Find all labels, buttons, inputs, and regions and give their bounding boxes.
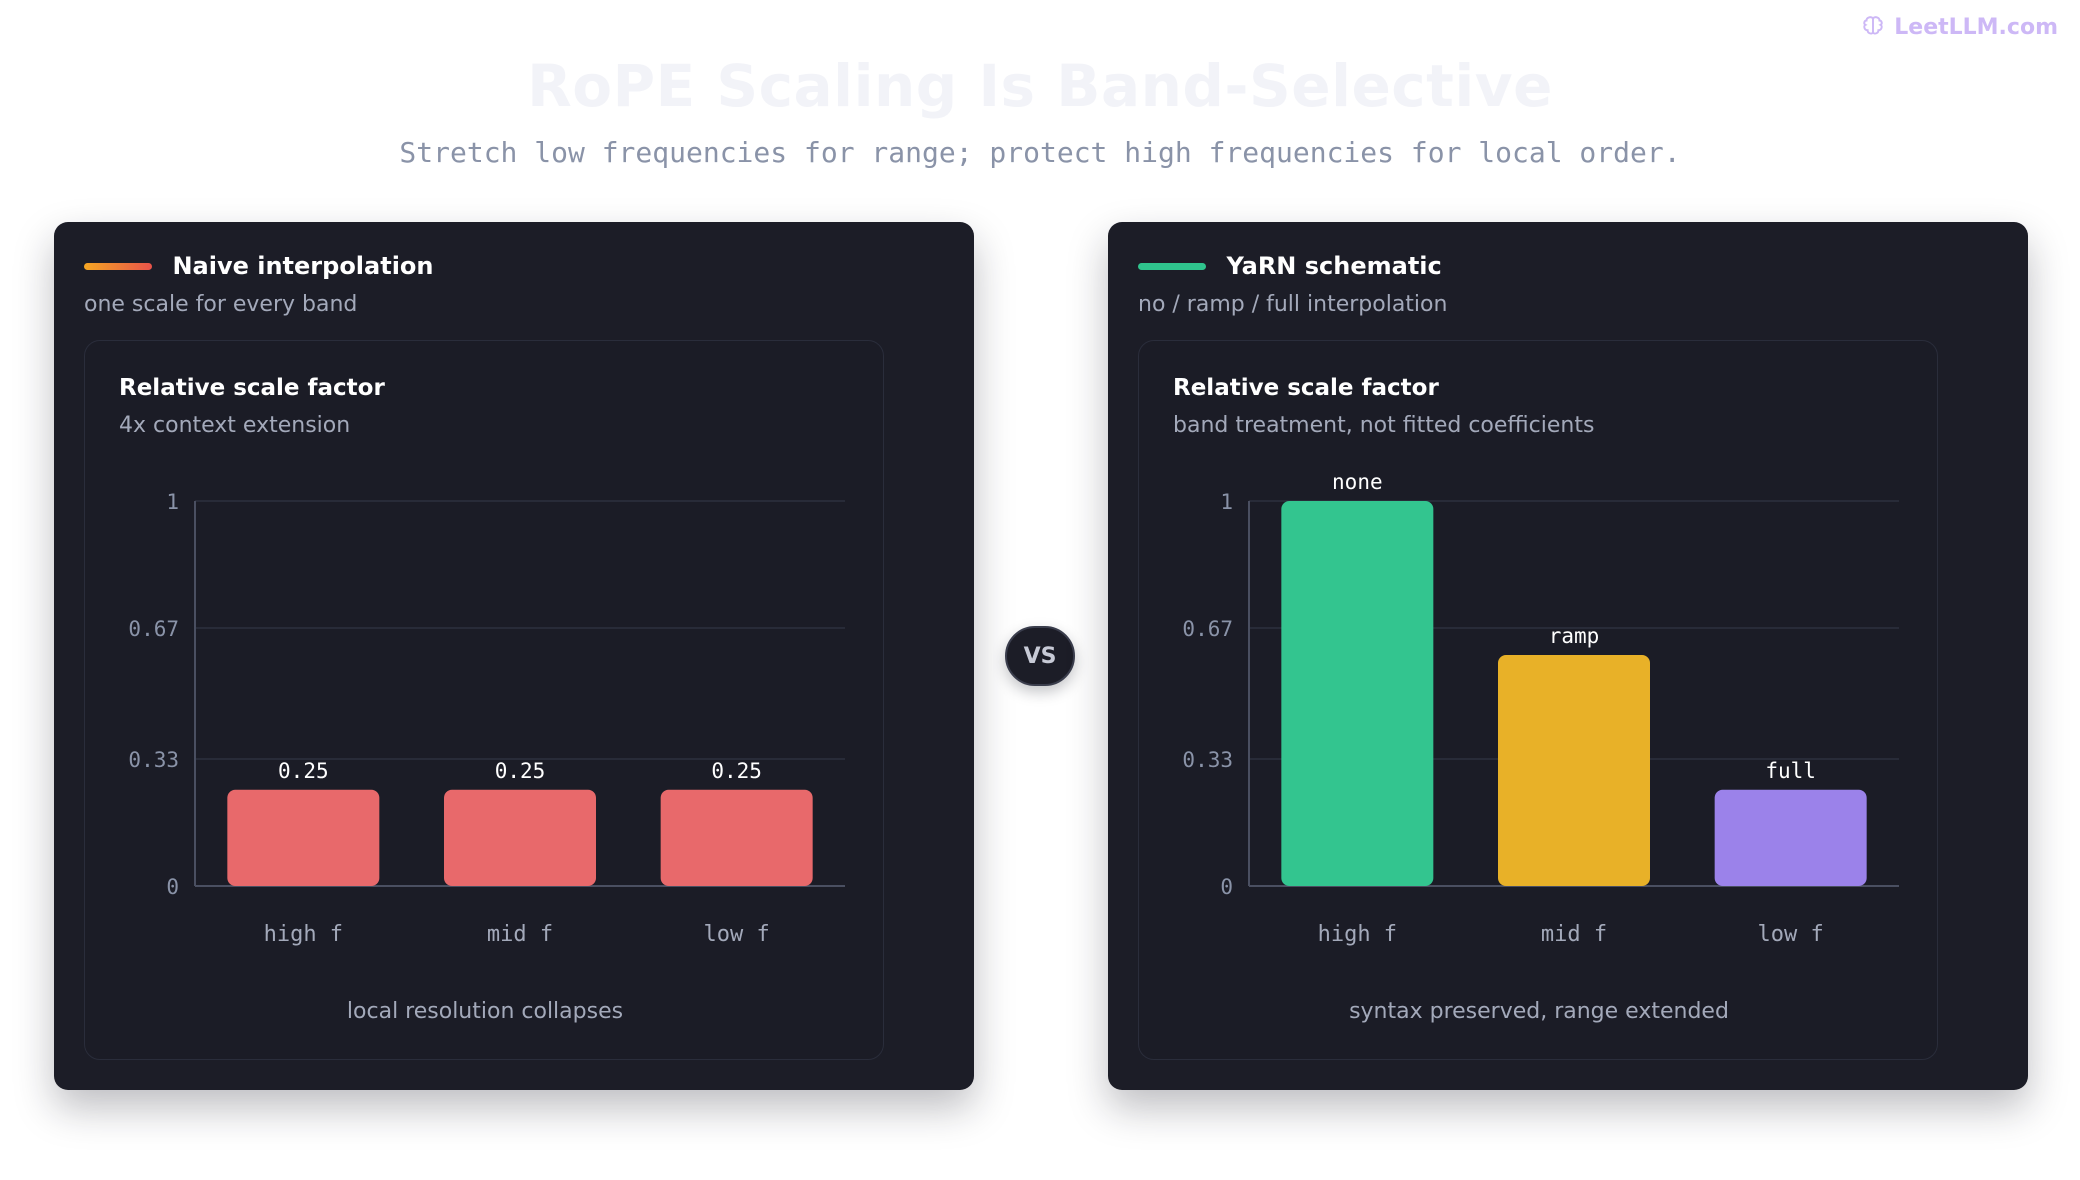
- panel-subtitle: one scale for every band: [84, 292, 358, 317]
- chart-caption: syntax preserved, range extended: [1349, 999, 1729, 1024]
- y-tick-label: 0.67: [1182, 617, 1233, 641]
- x-tick-label: high f: [1318, 922, 1397, 947]
- accent-bar: [1138, 263, 1206, 271]
- accent-bar: [84, 263, 152, 271]
- brain-icon: [1863, 16, 1883, 35]
- data-label: full: [1765, 759, 1816, 783]
- panel-title: Naive interpolation: [172, 252, 434, 280]
- chart-subtitle: 4x context extension: [119, 413, 351, 438]
- panel-header: YaRN schematic no / ramp / full interpol…: [1138, 252, 1447, 317]
- yarn-bar-chart: 0 0.33 0.67 1 none high f ramp mid f full low f: [1182, 470, 1899, 947]
- vs-badge: VS: [1005, 626, 1075, 686]
- bar: [660, 789, 813, 886]
- data-label: 0.25: [278, 759, 329, 783]
- page-title: RoPE Scaling Is Band-Selective: [527, 52, 1553, 120]
- y-tick-label: 0.33: [128, 748, 179, 772]
- bar: [444, 789, 596, 886]
- data-label: none: [1332, 470, 1383, 494]
- brand-logo[interactable]: LeetLLM.com: [1860, 14, 2058, 40]
- bar: [1281, 501, 1434, 886]
- y-tick-label: 0: [1220, 875, 1233, 899]
- x-tick-label: mid f: [1541, 922, 1607, 947]
- panel-title: YaRN schematic: [1226, 252, 1442, 280]
- chart-title: Relative scale factor: [1173, 375, 1439, 401]
- chart-caption: local resolution collapses: [346, 999, 624, 1024]
- panel-subtitle: no / ramp / full interpolation: [1138, 292, 1448, 317]
- y-tick-label: 1: [166, 490, 179, 514]
- x-tick-label: low f: [1758, 922, 1824, 947]
- bar: [1714, 789, 1867, 886]
- y-tick-label: 1: [1220, 490, 1233, 514]
- x-tick-label: high f: [264, 922, 343, 947]
- chart-title: Relative scale factor: [119, 375, 385, 401]
- brand-name: LeetLLM.com: [1894, 14, 2058, 40]
- y-tick-label: 0: [166, 875, 179, 899]
- chart-subtitle: band treatment, not fitted coefficients: [1173, 413, 1595, 438]
- panel-header: Naive interpolation one scale for every …: [84, 252, 434, 317]
- naive-interpolation-panel: Naive interpolation one scale for every …: [54, 222, 974, 1090]
- naive-bar-chart: 0 0.33 0.67 1 0.25 high f 0.25 mid f 0.25 low f: [128, 490, 845, 947]
- y-tick-label: 0.67: [128, 617, 179, 641]
- bar: [227, 789, 380, 886]
- data-label: ramp: [1549, 624, 1600, 648]
- chart-card: Relative scale factor band treatment, no…: [1138, 340, 1938, 1060]
- chart-card: Relative scale factor 4x context extensi…: [84, 340, 884, 1060]
- data-label: 0.25: [711, 759, 762, 783]
- x-tick-label: low f: [704, 922, 770, 947]
- y-tick-label: 0.33: [1182, 748, 1233, 772]
- bar: [1498, 655, 1650, 886]
- yarn-schematic-panel: YaRN schematic no / ramp / full interpol…: [1108, 222, 2028, 1090]
- data-label: 0.25: [495, 759, 546, 783]
- page-subtitle: Stretch low frequencies for range; prote…: [399, 136, 1681, 169]
- x-tick-label: mid f: [487, 922, 553, 947]
